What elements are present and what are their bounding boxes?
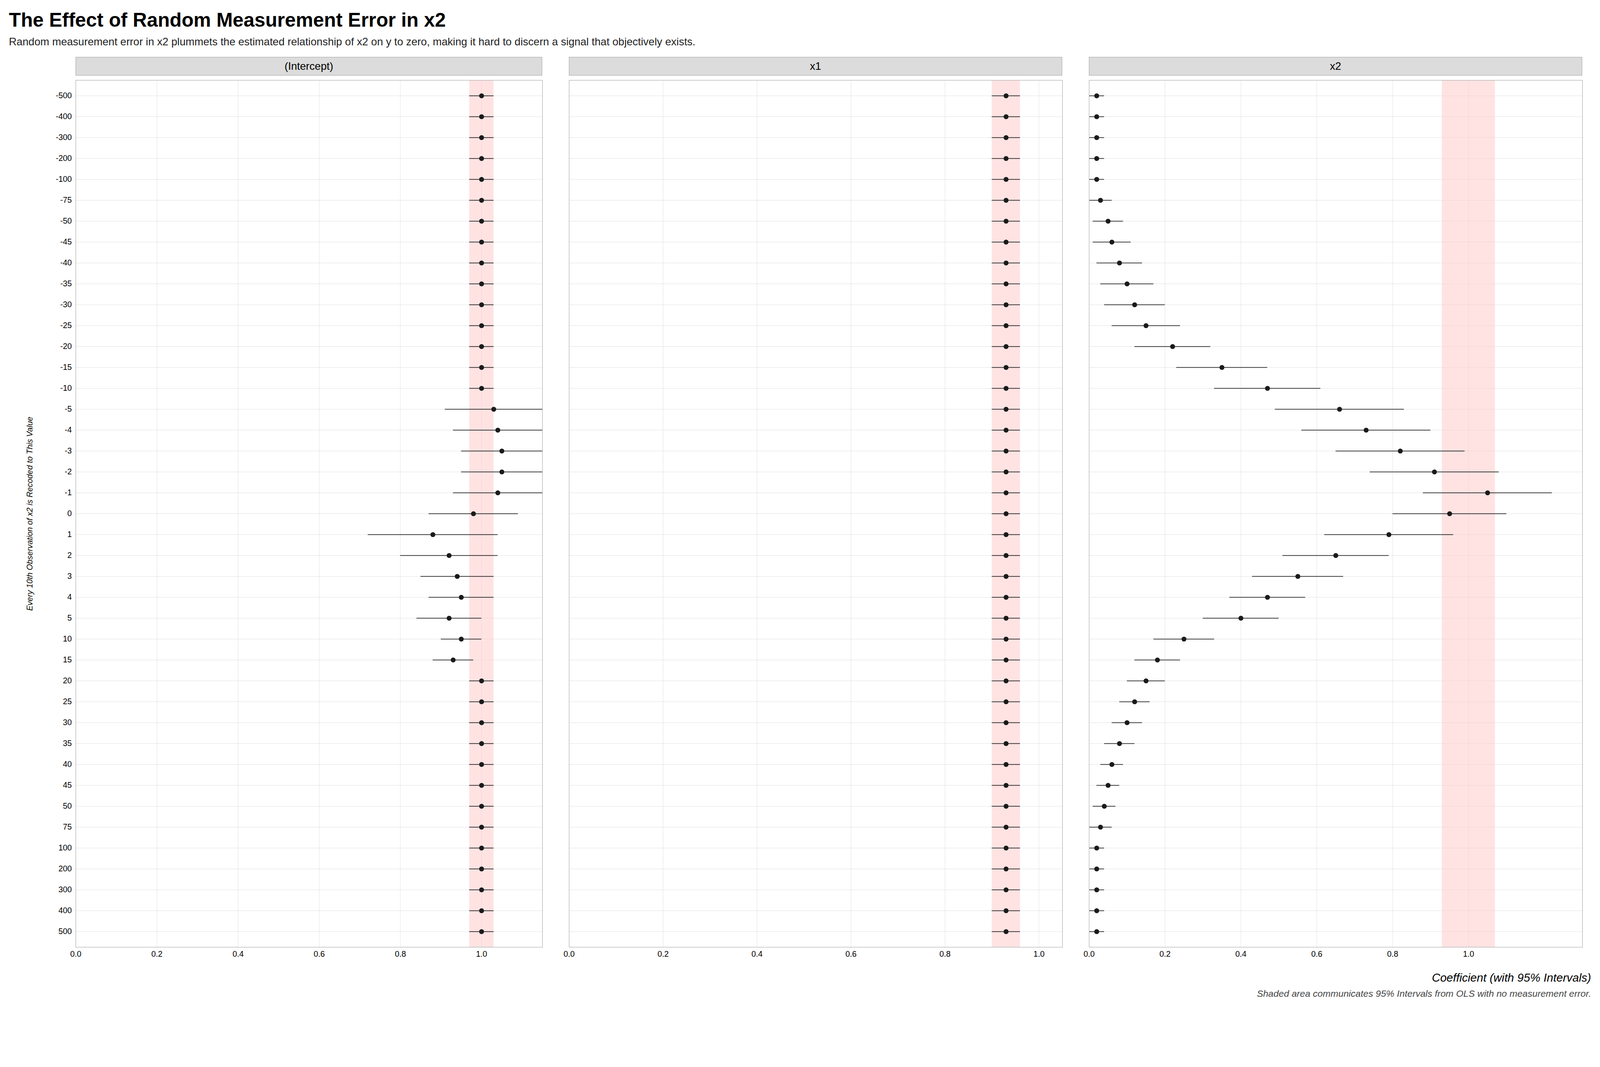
svg-text:-200: -200 bbox=[55, 153, 72, 163]
svg-text:Every 10th Observation of x2 i: Every 10th Observation of x2 is Recoded … bbox=[25, 416, 35, 611]
svg-text:100: 100 bbox=[58, 843, 72, 852]
svg-text:0.0: 0.0 bbox=[563, 949, 575, 959]
svg-text:-10: -10 bbox=[60, 383, 72, 393]
svg-text:10: 10 bbox=[62, 634, 72, 644]
svg-text:35: 35 bbox=[62, 738, 72, 748]
svg-text:400: 400 bbox=[58, 905, 72, 915]
html-text:x2: x2 bbox=[1329, 60, 1342, 72]
svg-text:0.2: 0.2 bbox=[657, 949, 669, 959]
svg-text:1.0: 1.0 bbox=[1033, 949, 1045, 959]
svg-text:-25: -25 bbox=[60, 320, 72, 330]
svg-text:-2: -2 bbox=[64, 467, 72, 476]
svg-text:1.0: 1.0 bbox=[476, 949, 488, 959]
svg-text:200: 200 bbox=[58, 864, 72, 873]
svg-text:-50: -50 bbox=[60, 216, 72, 226]
svg-text:-100: -100 bbox=[55, 174, 72, 184]
svg-text:-5: -5 bbox=[64, 404, 72, 414]
svg-text:-20: -20 bbox=[60, 341, 72, 351]
svg-text:0.4: 0.4 bbox=[751, 949, 763, 959]
svg-text:25: 25 bbox=[62, 696, 72, 706]
svg-text:300: 300 bbox=[58, 884, 72, 894]
svg-text:4: 4 bbox=[67, 592, 72, 602]
svg-text:0.2: 0.2 bbox=[1159, 949, 1171, 959]
svg-text:0.0: 0.0 bbox=[1083, 949, 1095, 959]
svg-text:-15: -15 bbox=[60, 362, 72, 372]
svg-text:0.4: 0.4 bbox=[1235, 949, 1247, 959]
svg-text:-30: -30 bbox=[60, 300, 72, 309]
svg-text:-45: -45 bbox=[60, 237, 72, 247]
svg-text:0.0: 0.0 bbox=[70, 949, 82, 959]
svg-text:0: 0 bbox=[67, 508, 72, 518]
svg-text:0.8: 0.8 bbox=[394, 949, 406, 959]
svg-text:30: 30 bbox=[62, 717, 72, 727]
svg-text:2: 2 bbox=[67, 550, 72, 560]
svg-text:40: 40 bbox=[62, 759, 72, 769]
svg-text:-35: -35 bbox=[60, 279, 72, 288]
svg-text:20: 20 bbox=[62, 676, 72, 685]
svg-text:0.8: 0.8 bbox=[1387, 949, 1399, 959]
svg-text:0.4: 0.4 bbox=[232, 949, 244, 959]
svg-text:-4: -4 bbox=[64, 425, 72, 435]
html-text:Coefficient (with 95% Interval: Coefficient (with 95% Intervals) bbox=[1431, 970, 1592, 984]
svg-text:-75: -75 bbox=[60, 195, 72, 205]
svg-text:-1: -1 bbox=[64, 488, 72, 497]
svg-text:-3: -3 bbox=[64, 446, 72, 456]
html-text:x1: x1 bbox=[809, 60, 822, 72]
svg-text:1: 1 bbox=[67, 529, 72, 539]
svg-text:45: 45 bbox=[62, 780, 72, 790]
svg-text:-400: -400 bbox=[55, 112, 72, 121]
svg-text:0.6: 0.6 bbox=[1311, 949, 1323, 959]
svg-text:5: 5 bbox=[67, 613, 72, 623]
svg-text:500: 500 bbox=[58, 926, 72, 936]
svg-text:1.0: 1.0 bbox=[1463, 949, 1475, 959]
svg-text:-500: -500 bbox=[55, 91, 72, 100]
svg-text:3: 3 bbox=[67, 571, 72, 581]
svg-text:0.6: 0.6 bbox=[845, 949, 857, 959]
svg-text:50: 50 bbox=[62, 801, 72, 811]
svg-text:0.6: 0.6 bbox=[313, 949, 325, 959]
svg-text:0.2: 0.2 bbox=[151, 949, 163, 959]
html-text:The Effect of Random Measureme: The Effect of Random Measurement Error i… bbox=[8, 8, 446, 31]
html-text:Random measurement error in x2: Random measurement error in x2 plummets … bbox=[8, 35, 696, 48]
svg-text:0.8: 0.8 bbox=[939, 949, 951, 959]
html-text:(Intercept): (Intercept) bbox=[284, 60, 334, 72]
svg-text:15: 15 bbox=[62, 655, 72, 664]
svg-text:-300: -300 bbox=[55, 132, 72, 142]
svg-text:-40: -40 bbox=[60, 258, 72, 268]
svg-text:75: 75 bbox=[62, 822, 72, 832]
html-text:Shaded area communicates 95% I: Shaded area communicates 95% Intervals f… bbox=[1256, 988, 1592, 999]
